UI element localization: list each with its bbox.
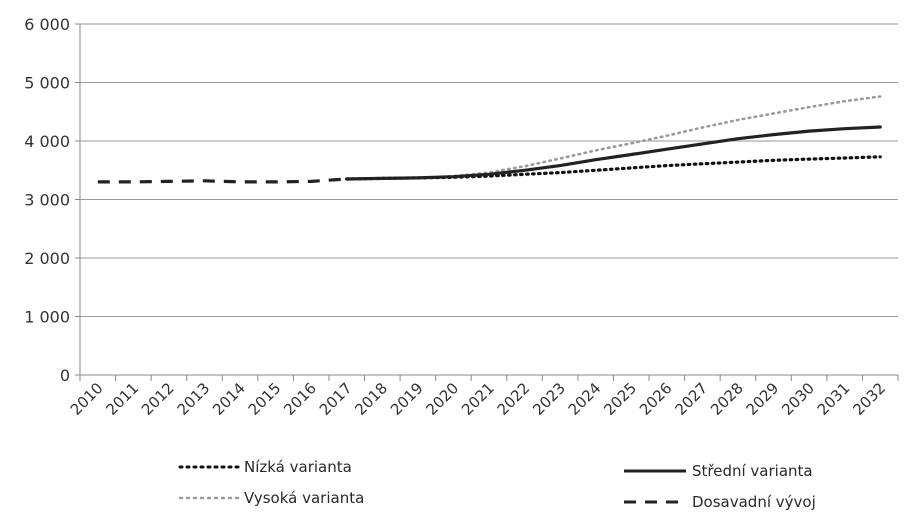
legend-item-low: Nízká varianta [178,458,352,476]
legend-swatch-dotted-light [178,496,240,500]
x-tick-label: 2028 [707,379,747,419]
x-tick-label: 2015 [245,379,285,419]
y-tick-label: 5 000 [24,74,70,93]
x-tick-label: 2021 [458,379,498,419]
x-tick-label: 2020 [423,379,463,419]
legend-item-high: Vysoká varianta [178,489,364,507]
x-axis: 2010201120122013201420152016201720182019… [67,375,899,419]
gridlines [80,23,898,376]
y-tick-label: 6 000 [24,15,70,34]
series-line-dotted-light [345,95,882,181]
legend-item-mid: Střední varianta [622,462,813,480]
series-line-solid [345,125,882,181]
x-tick-label: 2027 [671,379,711,419]
legend-swatch-solid [624,469,686,473]
y-tick-label: 3 000 [24,191,70,210]
legend-swatch-dotted [178,465,240,469]
legend-label-history: Dosavadní vývoj [692,493,816,511]
y-tick-label: 2 000 [24,249,70,268]
x-tick-label: 2023 [529,379,569,419]
x-tick-label: 2011 [102,379,142,419]
y-tick-label: 1 000 [24,308,70,327]
x-tick-label: 2030 [778,379,818,419]
x-tick-label: 2031 [814,379,854,419]
x-tick-label: 2017 [316,379,356,419]
series-line-dashed [97,177,347,184]
x-tick-label: 2013 [174,379,214,419]
legend-swatch-dashed [624,500,686,504]
y-axis: 0 1 000 2 000 3 000 4 000 5 000 6 000 [24,15,81,385]
x-tick-label: 2022 [494,379,534,419]
y-tick-label: 4 000 [24,132,70,151]
x-tick-label: 2025 [600,379,640,419]
legend-label-low: Nízká varianta [244,458,352,476]
series-line-dotted [345,155,882,181]
legend-label-mid: Střední varianta [692,462,813,480]
x-tick-label: 2019 [387,379,427,419]
series-lines [97,95,882,184]
x-tick-label: 2032 [849,379,889,419]
x-tick-label: 2012 [138,379,178,419]
x-tick-label: 2010 [67,379,107,419]
x-tick-label: 2018 [351,379,391,419]
x-tick-label: 2029 [743,379,783,419]
x-tick-label: 2026 [636,379,676,419]
x-tick-label: 2024 [565,379,605,419]
y-tick-label: 0 [60,366,70,385]
legend-item-history: Dosavadní vývoj [622,493,816,511]
x-tick-label: 2014 [209,379,249,419]
x-tick-label: 2016 [280,379,320,419]
legend-label-high: Vysoká varianta [244,489,365,507]
line-chart: 0 1 000 2 000 3 000 4 000 5 000 6 000 20102011… [24,15,899,419]
